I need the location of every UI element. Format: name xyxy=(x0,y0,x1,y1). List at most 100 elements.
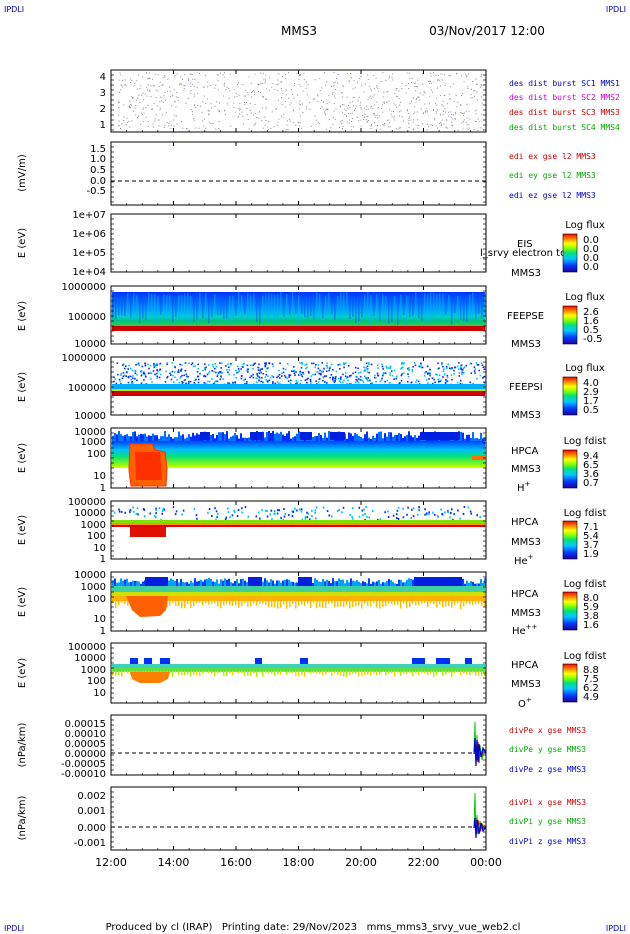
data-point xyxy=(155,372,158,375)
spectrogram-cell xyxy=(328,431,330,441)
spectrogram-cell xyxy=(180,435,182,441)
data-point xyxy=(437,79,439,81)
spectrogram-cell xyxy=(266,432,268,441)
data-point xyxy=(363,370,366,372)
data-point xyxy=(185,373,188,376)
data-point xyxy=(373,113,375,115)
data-point xyxy=(391,115,393,117)
data-point xyxy=(384,511,386,514)
data-point xyxy=(415,101,417,103)
data-point xyxy=(118,510,121,513)
data-point xyxy=(210,103,212,105)
data-point xyxy=(342,381,344,384)
data-point xyxy=(480,362,483,364)
data-point xyxy=(372,108,374,110)
data-point xyxy=(359,102,361,104)
data-point xyxy=(389,367,392,369)
data-point xyxy=(142,76,144,78)
data-point xyxy=(483,368,486,370)
data-point xyxy=(395,128,397,130)
data-point xyxy=(120,89,122,91)
data-point xyxy=(357,381,360,384)
data-point xyxy=(463,506,466,508)
species-label: O+ xyxy=(518,696,532,710)
data-point xyxy=(339,363,341,366)
data-point xyxy=(300,367,303,369)
spectrogram-cell xyxy=(250,601,252,607)
data-point xyxy=(287,380,290,382)
data-point xyxy=(359,375,362,378)
spectrogram-cell xyxy=(187,671,189,675)
data-point xyxy=(143,379,145,381)
data-point xyxy=(171,94,173,96)
data-point xyxy=(411,100,412,102)
data-point xyxy=(429,95,431,97)
data-point xyxy=(152,370,155,372)
data-point xyxy=(434,513,436,516)
spectrogram-cell xyxy=(352,435,354,441)
spectrogram-cell xyxy=(118,582,120,586)
spectrogram-cell xyxy=(388,295,390,324)
data-point xyxy=(333,110,335,112)
data-point xyxy=(360,371,362,374)
spectrogram-cell xyxy=(316,671,318,674)
data-point xyxy=(417,96,419,98)
spectrogram-cell xyxy=(406,295,408,326)
data-point xyxy=(352,96,354,98)
footer-credit: Produced by cl (IRAP) Printing date: 29/… xyxy=(106,922,521,933)
data-point xyxy=(399,126,401,128)
data-point xyxy=(251,91,253,92)
data-point xyxy=(221,372,223,374)
spectrogram-cell xyxy=(322,601,324,608)
data-point xyxy=(339,105,341,107)
data-point xyxy=(281,90,283,92)
data-point xyxy=(228,373,230,376)
data-point xyxy=(412,121,414,123)
spectrogram-cell xyxy=(307,601,309,604)
spectrogram-cell xyxy=(400,294,402,319)
data-point xyxy=(373,94,375,96)
spectrogram-cell xyxy=(304,671,306,677)
data-point xyxy=(401,362,403,364)
data-point xyxy=(360,108,362,110)
data-point xyxy=(372,510,374,512)
data-point xyxy=(430,124,432,126)
data-point xyxy=(320,107,322,109)
data-point xyxy=(299,372,301,374)
data-point xyxy=(208,508,211,510)
spectrogram-cell xyxy=(274,601,276,608)
spectrogram-cell xyxy=(196,601,198,604)
data-point xyxy=(147,363,149,366)
spectrogram-cell xyxy=(286,293,288,316)
data-point xyxy=(377,518,379,521)
data-point xyxy=(144,364,147,367)
spectrogram-cell xyxy=(454,601,456,605)
spectrogram-cell xyxy=(298,577,312,586)
data-point xyxy=(398,90,400,92)
data-point xyxy=(207,364,210,366)
spectrogram-cell xyxy=(112,435,114,441)
spectrogram-cell xyxy=(391,293,393,323)
data-point xyxy=(440,114,441,116)
spectrogram-cell xyxy=(112,580,114,586)
time-tick: 22:00 xyxy=(408,856,440,869)
spectrogram-cell xyxy=(478,583,480,586)
spectrogram-cell xyxy=(484,437,486,441)
data-point xyxy=(399,104,401,106)
data-point xyxy=(136,373,138,376)
data-point xyxy=(154,73,156,75)
data-point xyxy=(249,103,251,105)
y-tick-label: -0.00005 xyxy=(61,759,106,770)
spectrogram-cell xyxy=(295,292,297,315)
spectrogram-cell xyxy=(116,434,118,441)
spectrogram-cell xyxy=(158,438,160,441)
data-point xyxy=(407,368,409,370)
data-point xyxy=(260,371,262,374)
data-point xyxy=(215,510,218,513)
data-point xyxy=(453,372,455,375)
data-point xyxy=(257,369,260,371)
data-point xyxy=(395,513,398,516)
spectrogram-cell xyxy=(430,671,432,674)
y-tick-label: 3 xyxy=(100,88,106,99)
